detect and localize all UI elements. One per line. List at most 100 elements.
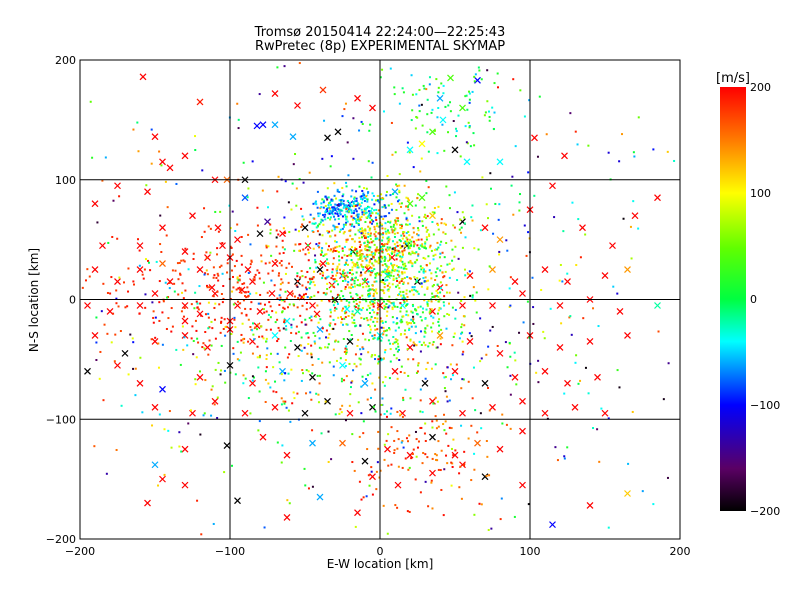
data-point <box>389 221 392 224</box>
data-point <box>324 400 327 403</box>
data-point <box>158 301 161 304</box>
data-point <box>395 254 398 257</box>
data-point <box>343 230 346 233</box>
data-point <box>377 232 380 235</box>
data-point <box>357 258 360 261</box>
data-point-x <box>181 481 189 489</box>
data-point <box>403 184 406 187</box>
data-point <box>355 190 358 193</box>
data-point <box>401 87 404 90</box>
data-point-x <box>309 302 316 309</box>
data-point <box>491 325 494 328</box>
data-point <box>199 302 202 305</box>
data-point <box>425 247 428 250</box>
data-point <box>427 186 430 189</box>
data-point-x <box>616 308 624 315</box>
data-point-x <box>159 224 166 232</box>
data-point <box>324 346 327 349</box>
data-point <box>289 339 292 342</box>
data-point <box>400 205 403 208</box>
data-point <box>173 290 176 293</box>
data-point <box>194 291 197 294</box>
data-point <box>330 199 333 202</box>
data-point <box>352 202 355 205</box>
data-point <box>258 354 261 357</box>
data-point <box>432 254 435 257</box>
data-point <box>406 323 409 326</box>
data-point <box>320 249 323 252</box>
data-point <box>508 341 511 344</box>
data-point <box>373 334 376 337</box>
data-point <box>253 275 256 278</box>
data-point <box>437 468 440 471</box>
data-point <box>480 78 483 81</box>
data-point <box>275 391 278 394</box>
data-point <box>384 263 387 266</box>
data-point <box>399 244 402 247</box>
data-point <box>443 304 446 307</box>
data-point <box>367 280 370 283</box>
data-point <box>342 295 345 298</box>
data-point <box>318 337 321 340</box>
data-point <box>328 300 331 303</box>
data-point <box>356 252 359 255</box>
data-point <box>336 245 339 248</box>
data-point <box>423 206 426 209</box>
data-point <box>275 236 278 239</box>
data-point <box>360 232 363 235</box>
data-point <box>345 185 348 188</box>
data-point <box>309 213 312 216</box>
data-point <box>451 248 454 251</box>
data-point <box>385 232 388 235</box>
data-point <box>134 394 137 397</box>
data-point <box>359 274 362 277</box>
data-point <box>284 372 287 375</box>
data-point <box>355 302 358 305</box>
data-point <box>384 222 387 225</box>
data-point <box>384 227 387 230</box>
data-point <box>132 128 135 131</box>
data-point <box>373 280 376 283</box>
data-point <box>383 330 386 333</box>
data-point <box>395 258 398 261</box>
data-point <box>351 380 354 383</box>
data-point <box>298 294 301 297</box>
data-point <box>310 356 313 359</box>
data-point <box>379 469 382 472</box>
data-point <box>190 303 193 306</box>
data-point <box>381 250 384 253</box>
data-point <box>284 346 287 349</box>
data-point <box>467 380 470 383</box>
data-point <box>592 307 595 310</box>
data-point <box>351 321 354 324</box>
data-point <box>423 330 426 333</box>
data-point <box>423 280 426 283</box>
data-point <box>337 316 340 319</box>
data-point-x <box>316 493 324 501</box>
data-point <box>360 255 363 258</box>
data-point-x <box>406 146 414 154</box>
data-point <box>408 327 411 330</box>
data-point <box>380 297 383 300</box>
data-point <box>652 148 655 151</box>
data-point <box>302 248 305 251</box>
data-point <box>328 361 331 364</box>
data-point <box>327 336 330 339</box>
data-point <box>384 206 387 209</box>
data-point <box>370 253 373 256</box>
data-point <box>375 246 378 249</box>
data-point <box>506 366 509 369</box>
data-point <box>144 293 147 296</box>
data-point <box>439 307 442 310</box>
data-point <box>436 152 439 155</box>
data-point <box>362 347 365 350</box>
data-point <box>381 206 384 209</box>
data-point <box>444 105 447 108</box>
data-point <box>314 342 317 345</box>
data-point <box>220 316 223 319</box>
data-point <box>387 273 390 276</box>
data-point <box>456 279 459 282</box>
data-point <box>349 286 352 289</box>
data-point <box>348 229 351 232</box>
